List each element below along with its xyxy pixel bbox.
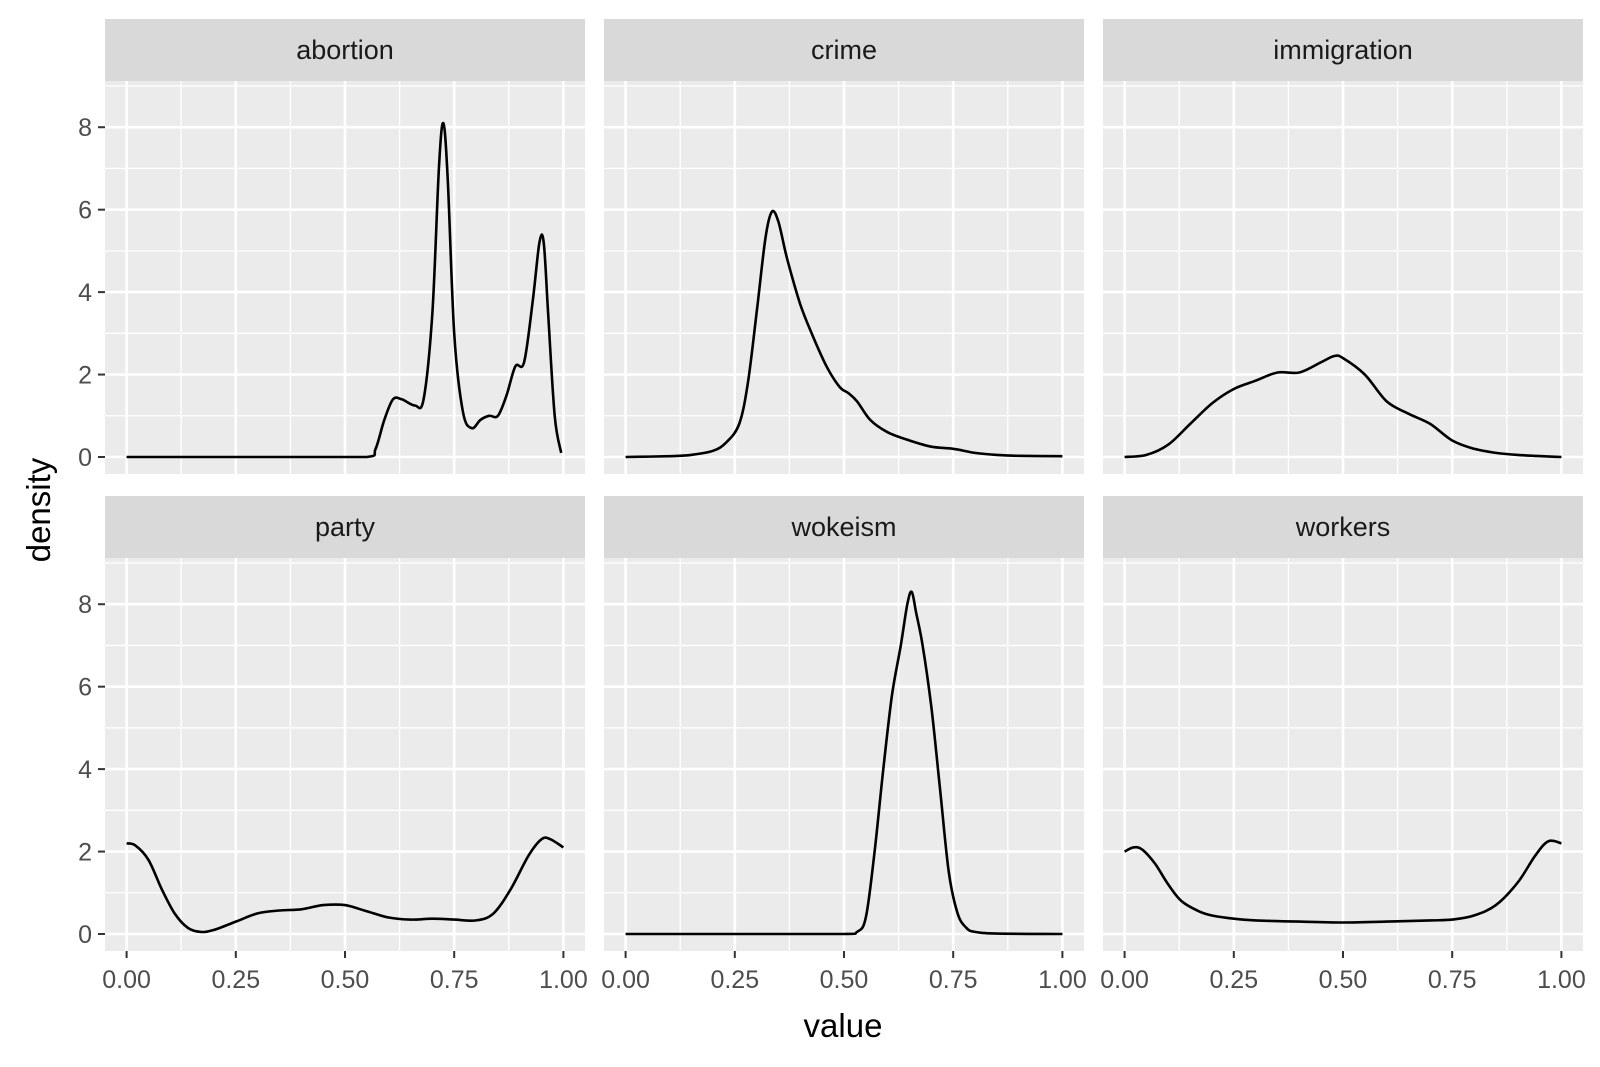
x-tick-label: 1.00 [539,966,588,994]
facet-strip [1103,496,1583,558]
x-tick-label: 0.50 [1319,966,1368,994]
y-tick-label: 6 [78,197,92,225]
x-tick-label: 0.00 [601,966,650,994]
facet-panel-workers: workers 0.00 0.25 0.50 0.75 1.00 [1100,496,1586,994]
x-tick-label: 0.75 [1428,966,1477,994]
density-line-wokeism [625,590,1063,936]
x-tick-label: 0.25 [710,966,759,994]
y-tick-label: 4 [78,756,92,784]
facet-strip-label: wokeism [790,512,896,542]
facet-panel-wokeism: wokeism 0.00 0.25 0.50 0.75 1.00 [601,496,1087,994]
density-line-immigration [1124,354,1562,459]
facet-strip [1103,19,1583,81]
facet-panel-immigration: immigration [1103,19,1583,474]
facet-panel-crime: crime [604,19,1084,474]
y-tick-label: 0 [78,444,92,472]
x-tick-label: 0.25 [1209,966,1258,994]
y-tick-label: 4 [78,279,92,307]
facet-strip-label: workers [1295,512,1391,542]
facet-strip-label: abortion [296,35,394,65]
x-tick-label: 0.50 [321,966,370,994]
y-tick-label: 2 [78,362,92,390]
facet-strip [604,496,1084,558]
y-tick-label: 2 [78,839,92,867]
x-tick-label: 1.00 [1038,966,1087,994]
x-tick-label: 0.75 [430,966,479,994]
density-line-abortion [126,121,563,459]
y-axis-title: density [20,457,57,562]
facet-strip [604,19,1084,81]
facet-panel-abortion: abortion 0 2 4 6 8 [78,19,585,474]
facet-strip-label: immigration [1273,35,1413,65]
facet-strip [105,496,585,558]
density-line-crime [625,209,1063,459]
x-axis-title: value [804,1007,883,1044]
x-tick-label: 0.25 [211,966,260,994]
y-tick-label: 8 [78,591,92,619]
density-line-workers [1123,839,1562,924]
x-tick-label: 0.75 [929,966,978,994]
y-tick-label: 0 [78,921,92,949]
density-line-party [126,836,565,934]
x-tick-label: 0.00 [102,966,151,994]
facet-panel-party: party 0 2 4 6 8 0.00 0.25 0.50 0.75 1.00 [78,496,588,994]
x-tick-label: 0.50 [820,966,869,994]
facet-strip-label: crime [811,35,877,65]
facet-strip-label: party [315,512,376,542]
y-tick-label: 6 [78,674,92,702]
x-tick-label: 0.00 [1100,966,1149,994]
facet-strip [105,19,585,81]
y-tick-label: 8 [78,114,92,142]
x-tick-label: 1.00 [1537,966,1586,994]
